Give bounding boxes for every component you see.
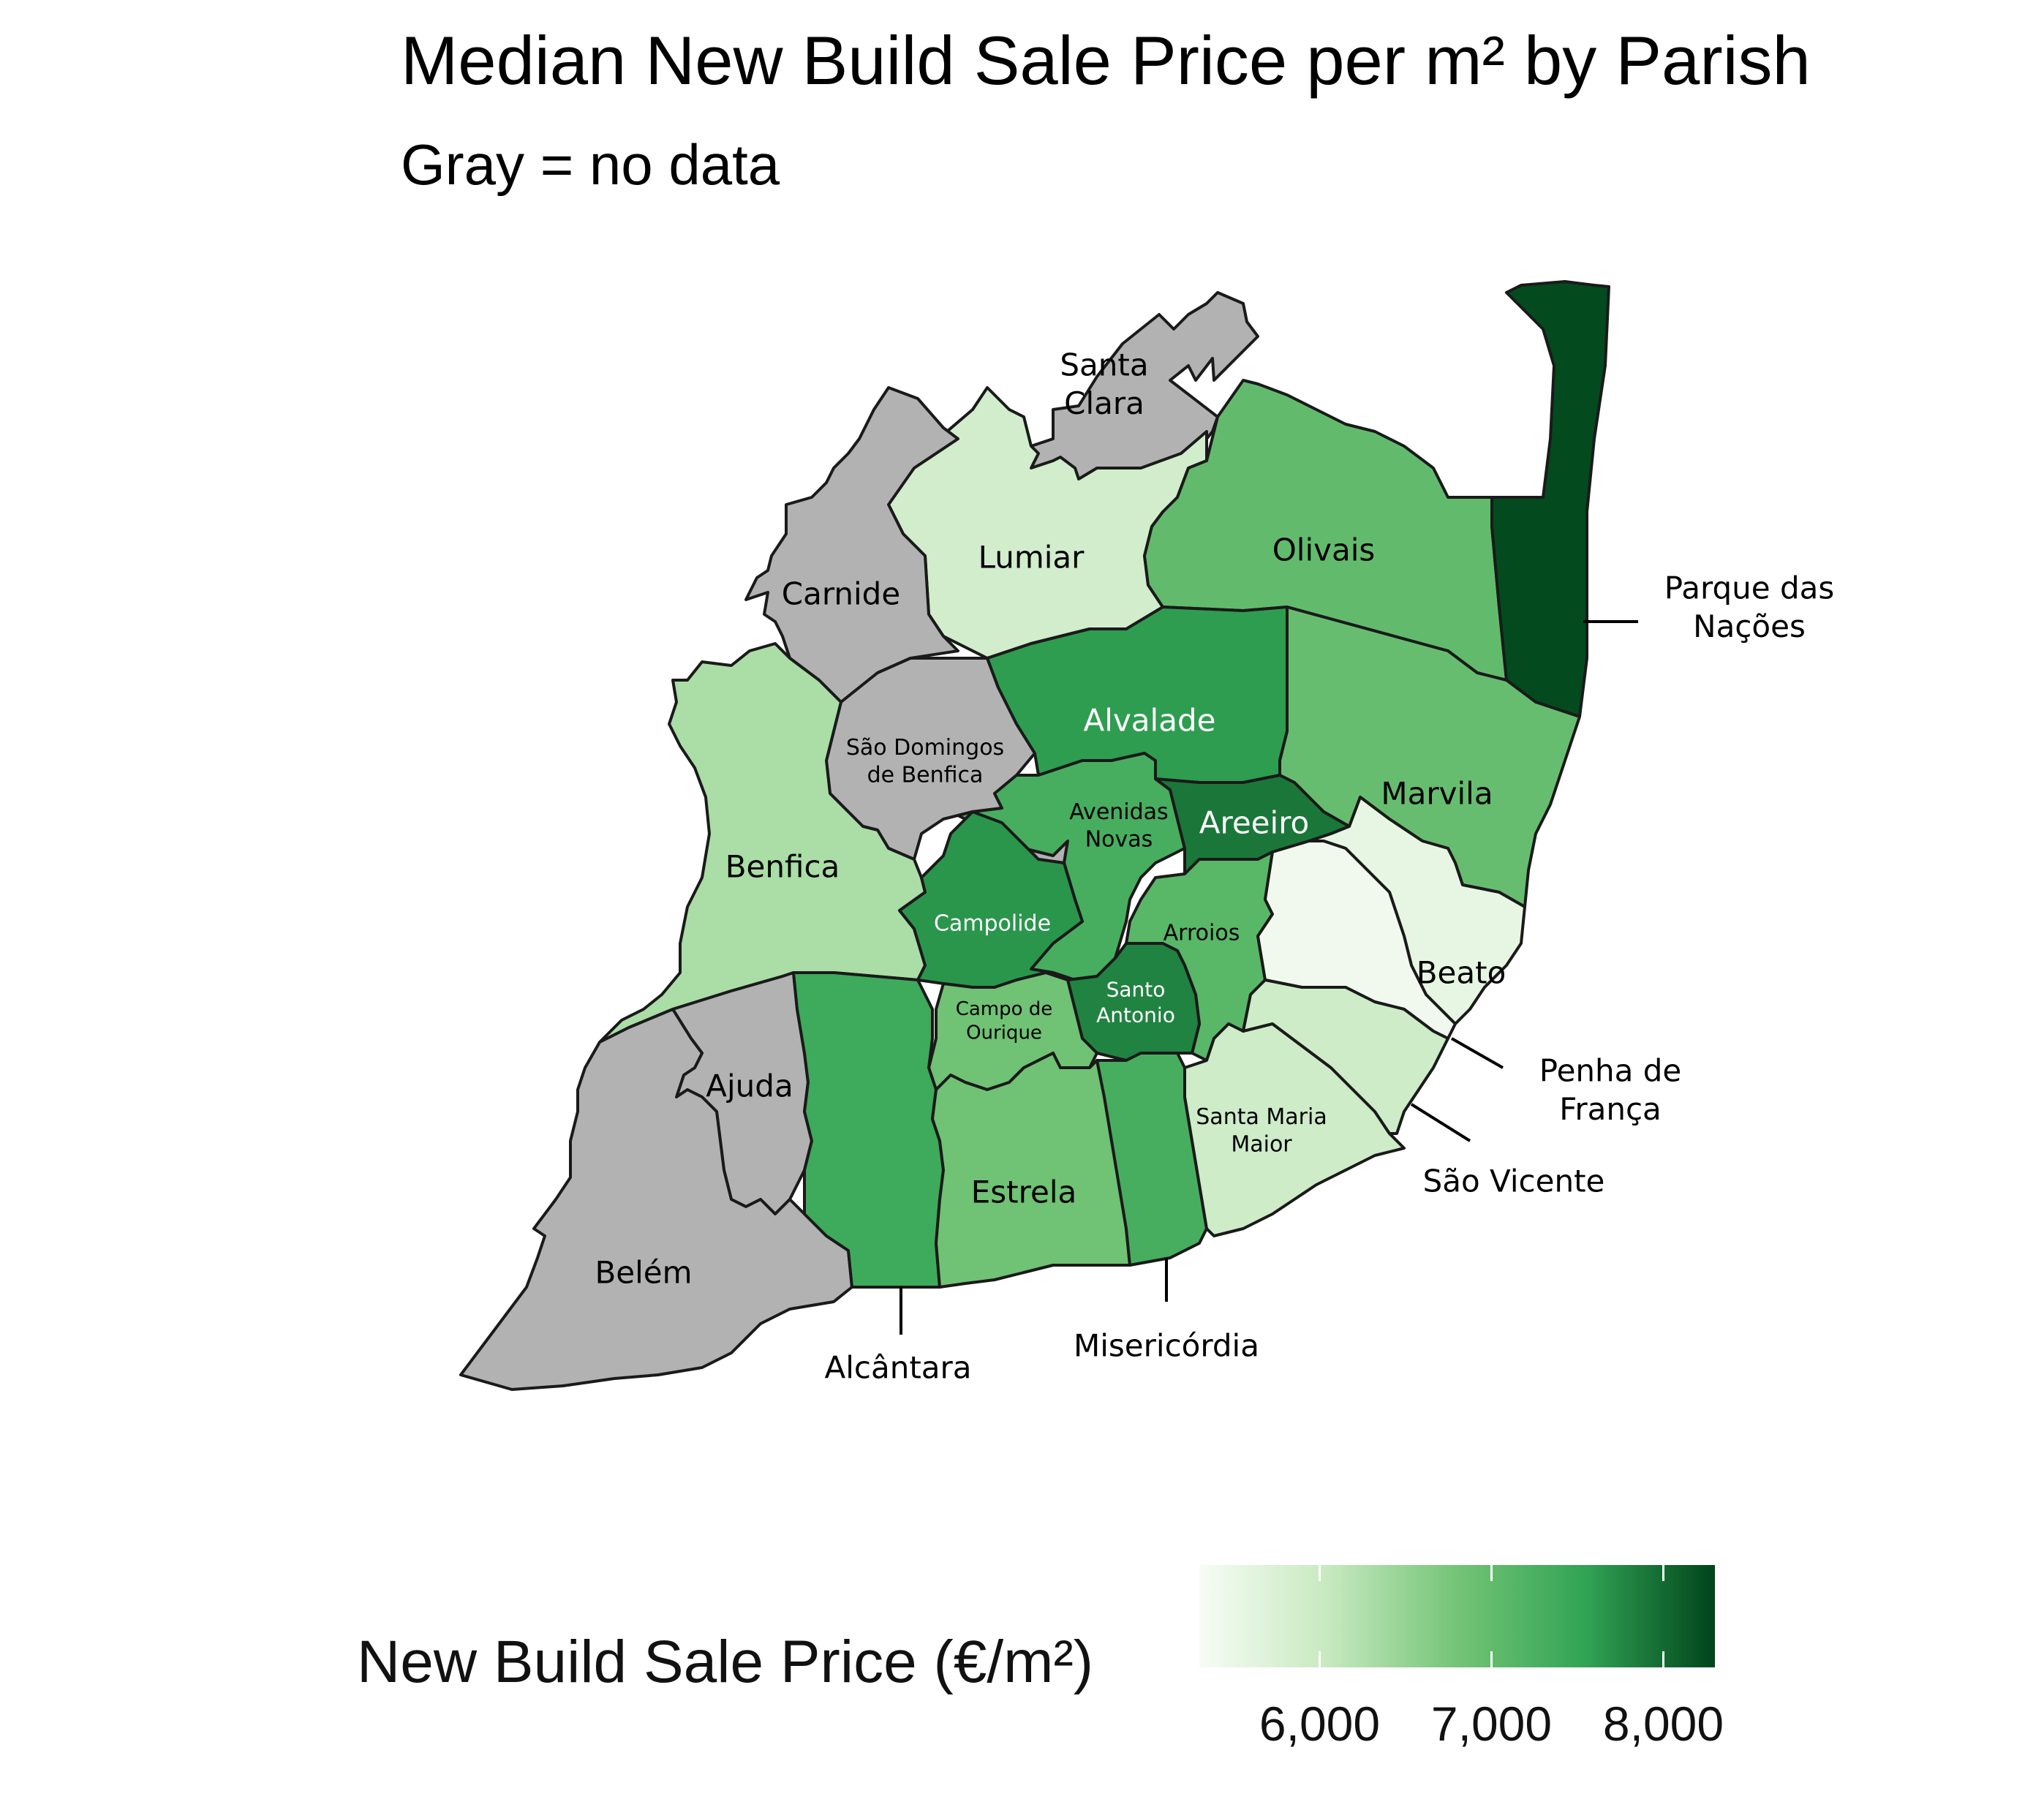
label-line: Belém [595, 1255, 692, 1291]
label-marvila: Marvila [1381, 776, 1493, 812]
label-campolide: Campolide [934, 911, 1051, 937]
label-ajuda: Ajuda [706, 1068, 793, 1104]
label-line: Arroios [1164, 921, 1240, 946]
label-line: Areeiro [1199, 805, 1309, 841]
label-parque-das-nacoes: Parque das Nações [1664, 570, 1834, 644]
parish-alcantara [792, 971, 945, 1289]
legend-tick-label: 7,000 [1431, 1697, 1552, 1751]
label-benfica: Benfica [725, 849, 840, 885]
label-sao-domingos-de-benfica: São Domingos de Benfica [846, 735, 1004, 788]
label-line: França [1559, 1091, 1662, 1127]
label-line: Benfica [725, 849, 840, 885]
label-penha-de-franca: Penha de França [1539, 1052, 1682, 1127]
label-line: Olivais [1272, 532, 1376, 568]
map-subtitle: Gray = no data [401, 132, 780, 197]
label-campo-de-ourique: Campo de Ourique [956, 998, 1053, 1044]
parish-sao-vicente [1242, 978, 1449, 1135]
parish-belem [459, 1008, 853, 1391]
legend-tick-label: 6,000 [1259, 1697, 1380, 1751]
label-line: Avenidas [1069, 799, 1168, 825]
legend-title: New Build Sale Price (€/m²) [357, 1629, 1093, 1695]
legend-ticks: 6,000 7,000 8,000 [1259, 1565, 1724, 1751]
label-line: Parque das [1664, 570, 1834, 606]
label-olivais: Olivais [1272, 532, 1376, 568]
label-line: Nações [1693, 608, 1806, 644]
label-line: Santo [1106, 977, 1166, 1001]
label-line: Beato [1417, 955, 1506, 991]
label-santa-maria-maior: Santa Maria Maior [1196, 1104, 1327, 1158]
leader-sao-vicente [1410, 1103, 1471, 1142]
label-line: Carnide [782, 576, 900, 612]
label-line: Misericórdia [1074, 1328, 1259, 1364]
label-line: São Vicente [1423, 1164, 1605, 1199]
label-line: Ajuda [706, 1068, 793, 1104]
label-line: Lumiar [978, 540, 1085, 576]
label-arroios: Arroios [1164, 921, 1240, 946]
parish-regions [459, 280, 1610, 1391]
parish-parque-das-nacoes [1490, 280, 1610, 718]
label-line: Alcântara [824, 1350, 971, 1386]
label-line: São Domingos [846, 735, 1004, 761]
label-beato: Beato [1417, 955, 1506, 991]
label-line: Maior [1231, 1131, 1292, 1157]
label-line: Santa [1060, 347, 1148, 382]
label-belem: Belém [595, 1255, 692, 1291]
label-line: Santa Maria [1196, 1104, 1327, 1130]
label-line: Marvila [1381, 776, 1493, 812]
label-areeiro: Areeiro [1199, 805, 1309, 841]
label-line: Alvalade [1084, 703, 1216, 739]
map-title: Median New Build Sale Price per m² by Pa… [401, 22, 1811, 99]
legend-tick-label: 8,000 [1603, 1697, 1724, 1751]
label-avenidas-novas: Avenidas Novas [1069, 799, 1168, 853]
label-lumiar: Lumiar [978, 540, 1085, 576]
label-line: Novas [1085, 826, 1153, 852]
label-santa-clara: Santa Clara [1060, 347, 1148, 421]
label-misericordia: Misericórdia [1074, 1328, 1259, 1364]
leader-lines [900, 620, 1638, 1335]
parish-carnide [744, 386, 959, 704]
label-alcantara: Alcântara [824, 1350, 971, 1386]
label-estrela: Estrela [971, 1174, 1076, 1210]
legend-colorbar [1199, 1565, 1715, 1667]
label-line: Campo de [956, 998, 1053, 1020]
label-line: Estrela [971, 1174, 1076, 1210]
parish-labels: Santa Clara Lumiar Olivais Parque das Nações C… [595, 347, 1834, 1385]
label-line: Antonio [1096, 1003, 1175, 1027]
label-line: Campolide [934, 911, 1051, 937]
legend: New Build Sale Price (€/m²) 6,000 7,000 8,… [357, 1565, 1724, 1751]
label-carnide: Carnide [782, 576, 900, 612]
label-line: Clara [1064, 385, 1144, 421]
label-alvalade: Alvalade [1084, 703, 1216, 739]
label-line: Ourique [966, 1022, 1042, 1044]
label-line: de Benfica [867, 762, 984, 788]
label-sao-vicente: São Vicente [1423, 1164, 1605, 1199]
label-line: Penha de [1539, 1052, 1682, 1088]
label-santo-antonio: Santo Antonio [1096, 977, 1175, 1027]
leader-penha-de-franca [1451, 1037, 1504, 1069]
parish-estrela [931, 1052, 1131, 1289]
